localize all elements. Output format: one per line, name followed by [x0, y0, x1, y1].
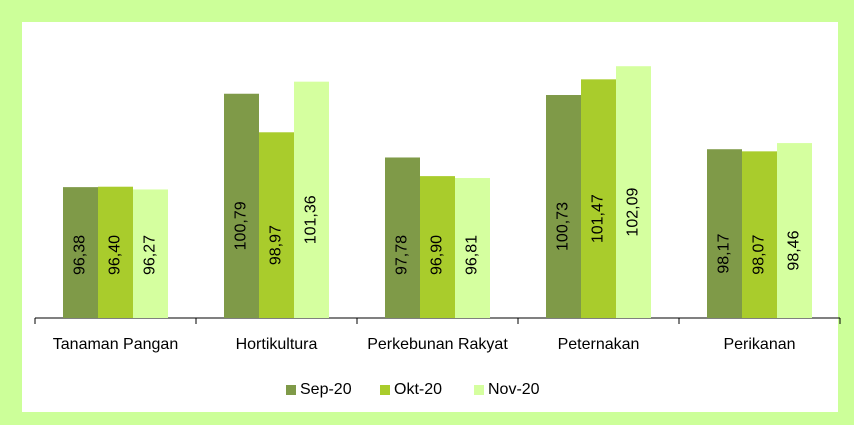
- bar: [133, 189, 168, 318]
- bar: [616, 66, 651, 318]
- bar: [294, 81, 329, 318]
- legend-swatch: [380, 385, 390, 395]
- value-label: 98,07: [751, 235, 768, 275]
- x-tick-label: Perkebunan Rakyat: [367, 336, 508, 353]
- value-label: 96,40: [107, 235, 124, 275]
- legend-label: Okt-20: [394, 381, 442, 398]
- value-label: 98,46: [786, 230, 803, 270]
- legend-label: Sep-20: [300, 381, 352, 398]
- value-label: 96,27: [142, 235, 159, 275]
- bar: [420, 176, 455, 318]
- x-tick-label: Peternakan: [558, 336, 640, 353]
- bar: [63, 187, 98, 318]
- legend-swatch: [286, 385, 296, 395]
- x-tick-label: Perikanan: [723, 336, 795, 353]
- bar: [224, 93, 259, 318]
- value-label: 98,97: [268, 225, 285, 265]
- value-label: 100,79: [233, 201, 250, 250]
- bar: [581, 79, 616, 318]
- bar: [742, 151, 777, 318]
- x-tick-label: Hortikultura: [236, 336, 318, 353]
- bar: [98, 186, 133, 318]
- value-label: 102,09: [625, 188, 642, 237]
- bar: [707, 149, 742, 318]
- value-label: 97,78: [394, 235, 411, 275]
- value-label: 98,17: [716, 233, 733, 273]
- legend-swatch: [474, 385, 484, 395]
- bar: [385, 157, 420, 318]
- legend-label: Nov-20: [488, 381, 540, 398]
- value-label: 101,47: [590, 194, 607, 243]
- x-tick-label: Tanaman Pangan: [53, 336, 178, 353]
- value-label: 100,73: [555, 202, 572, 251]
- value-label: 96,81: [464, 235, 481, 275]
- bar: [777, 143, 812, 318]
- bar: [455, 178, 490, 318]
- value-label: 101,36: [303, 195, 320, 244]
- value-label: 96,90: [429, 235, 446, 275]
- bar: [546, 95, 581, 318]
- bar: [259, 132, 294, 318]
- value-label: 96,38: [72, 235, 89, 275]
